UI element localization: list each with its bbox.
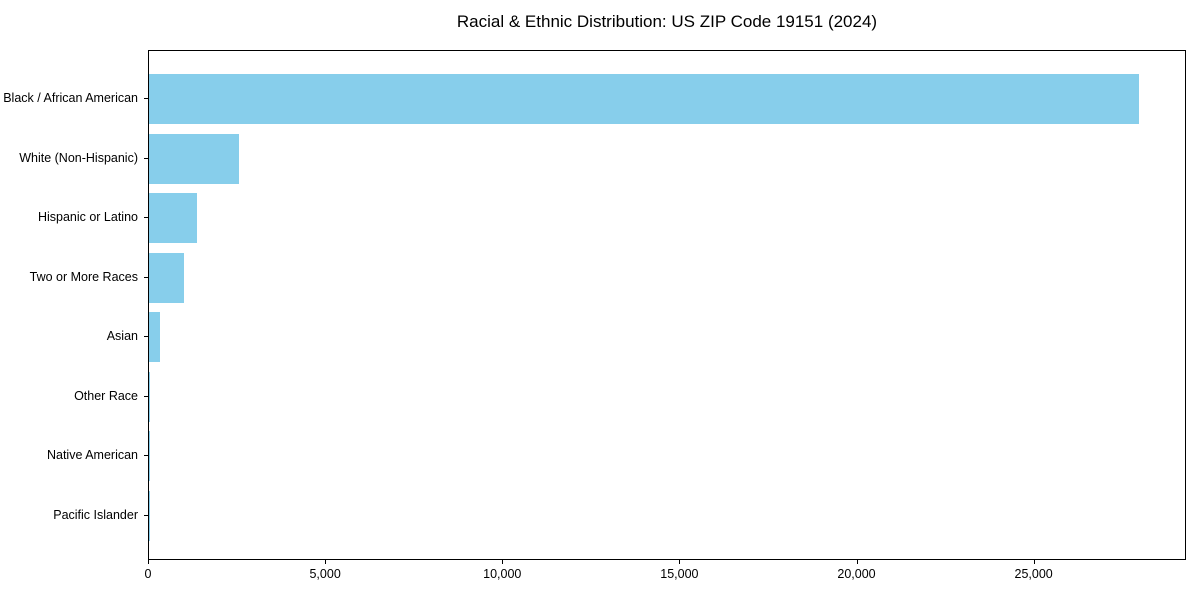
y-axis-category-label: Pacific Islander [53, 508, 138, 522]
y-axis-category-label: Black / African American [3, 91, 138, 105]
y-tick-mark [144, 515, 148, 516]
y-axis-category-label: White (Non-Hispanic) [19, 150, 138, 165]
y-axis-category-label: Native American [46, 448, 138, 463]
x-axis-tick-label: 10,000 [483, 567, 522, 581]
bar-other-race [149, 371, 150, 422]
x-tick-mark [148, 560, 149, 564]
y-axis-category-label: Two or More Races [29, 269, 138, 284]
x-tick-mark [502, 560, 504, 564]
y-tick-mark [144, 336, 148, 338]
bar-asian [149, 312, 160, 363]
y-tick-mark [144, 455, 148, 457]
chart-title: Racial & Ethnic Distribution: US ZIP Cod… [456, 12, 878, 31]
bar-two-or-more-races [149, 252, 185, 303]
y-tick-mark [144, 98, 148, 99]
y-tick-mark [144, 395, 148, 397]
x-axis-tick-label: 20,000 [837, 567, 876, 581]
x-tick-mark [679, 560, 681, 564]
x-tick-mark [856, 560, 858, 564]
bar-black-african-american [149, 74, 1140, 124]
y-axis-category-label: Asian [106, 329, 138, 344]
bar-hispanic-or-latino [149, 193, 197, 244]
x-tick-mark [1033, 560, 1035, 564]
x-axis-tick-label: 5,000 [309, 567, 341, 581]
y-tick-mark [144, 217, 148, 219]
x-axis-tick-label: 15,000 [660, 567, 699, 581]
y-axis-category-label: Other Race [74, 388, 138, 403]
y-tick-mark [144, 157, 148, 159]
y-tick-mark [144, 276, 148, 278]
y-axis-category-label: Hispanic or Latino [37, 210, 138, 225]
bar-white-non-hispanic [149, 133, 240, 184]
x-axis-tick-label: 0 [144, 567, 152, 581]
x-axis-tick-label: 25,000 [1014, 567, 1053, 581]
plot-area [148, 50, 1186, 560]
x-tick-mark [325, 560, 327, 564]
